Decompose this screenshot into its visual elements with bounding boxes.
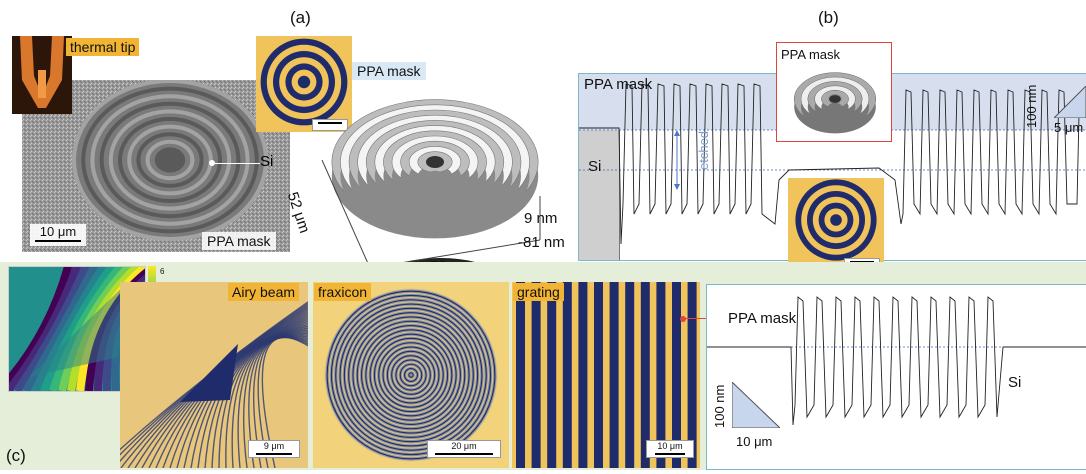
ppa-mask-label-3d: PPA mask [352, 62, 426, 80]
si-block [579, 130, 620, 260]
si-label-b: Si [588, 158, 602, 175]
grating-label: grating [513, 283, 564, 301]
ppa-mask-label-c: PPA mask [728, 310, 797, 327]
fraxicon-label: fraxicon [314, 283, 372, 301]
thermal-tip-inset [12, 36, 72, 114]
fraxicon-image: 20 μm [313, 282, 509, 468]
sem-scale-text: 10 μm [39, 224, 77, 239]
airy-beam-image: 9 μm [120, 282, 308, 468]
scale-z-c: 100 nm [712, 384, 727, 428]
profile-c-frame [706, 284, 1086, 470]
scale-x-b: 5 μm [1054, 120, 1084, 135]
fraxicon-scale-text: 20 μm [451, 441, 477, 451]
inset-3d-b-label: PPA mask [781, 47, 841, 62]
sem-scale-bar: 10 μm [30, 224, 86, 246]
ppa-mask-label-b: PPA mask [584, 76, 653, 93]
si-pointer-line [212, 163, 260, 164]
airy-scalebar: 9 μm [248, 440, 300, 458]
inset-a-scalebar [312, 119, 348, 131]
scale-x-c: 10 μm [736, 434, 773, 449]
panel-c-label: (c) [6, 446, 26, 465]
airy-scale-text: 9 μm [263, 441, 285, 451]
thermal-tip-label: thermal tip [66, 38, 140, 56]
panel-b-label: (b) [818, 8, 839, 27]
inset-3d-b: PPA mask [776, 42, 892, 142]
grating-scale-text: 10 μm [657, 441, 683, 451]
si-label-c: Si [1008, 374, 1022, 391]
z-top-label: 9 nm [524, 210, 558, 227]
grating-pointer-line [684, 318, 708, 319]
grating-image: 10 μm [512, 282, 700, 468]
z-bottom-label: -81 nm [518, 234, 565, 251]
etched-label: etched [696, 130, 711, 170]
afm-3d-render [330, 80, 560, 286]
si-pointer-dot [209, 160, 215, 166]
fraxicon-scalebar: 20 μm [427, 440, 501, 458]
si-label-a: Si [260, 153, 274, 170]
scale-triangle-b [1052, 85, 1086, 119]
grating-pointer [680, 316, 686, 322]
panel-a-label: (a) [290, 8, 311, 27]
etched-arrow [672, 130, 682, 190]
optical-inset-a [256, 36, 352, 132]
optical-inset-b [788, 178, 884, 270]
profile-c-trace [707, 296, 1086, 426]
grating-scalebar: 10 μm [646, 440, 694, 458]
ppa-mask-label-sem: PPA mask [202, 232, 276, 250]
scale-triangle-c [731, 380, 782, 429]
airy-label: Airy beam [228, 283, 300, 301]
scale-z-b: 100 nm [1024, 84, 1039, 128]
tick-6: 6 [160, 267, 165, 276]
